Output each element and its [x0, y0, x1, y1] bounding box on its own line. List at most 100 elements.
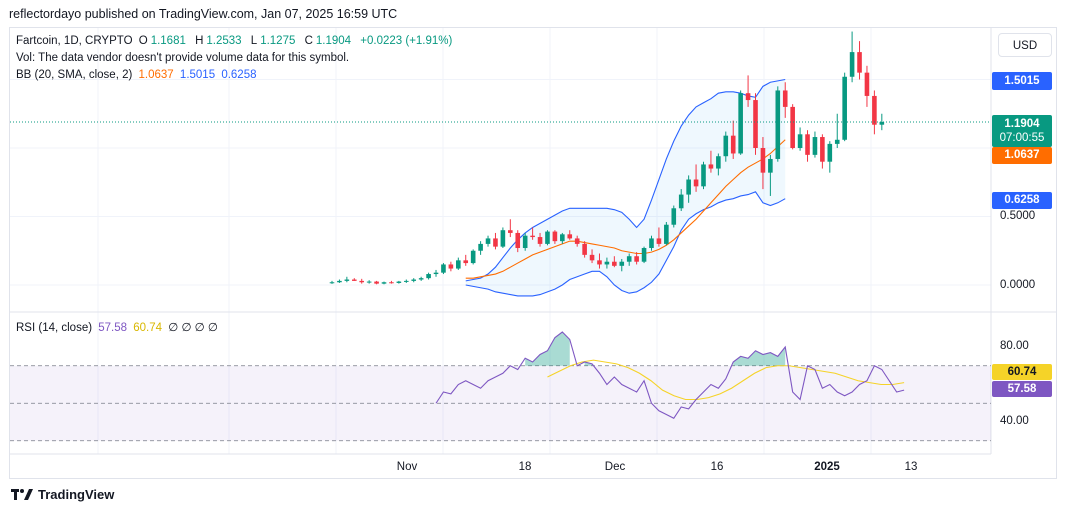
candle [433, 269, 439, 277]
candle-body [337, 280, 342, 283]
legend-open: O 1.1681 [138, 35, 186, 47]
candle [411, 278, 417, 283]
candle-body [567, 234, 573, 239]
candle [597, 253, 602, 269]
candle-body [381, 282, 387, 284]
candle [708, 150, 714, 173]
candle [537, 232, 543, 247]
candle-body [686, 179, 691, 195]
candle-body [797, 134, 803, 148]
candle-body [879, 121, 885, 125]
candle [418, 276, 424, 281]
bb-label: BB (20, SMA, close, 2) [16, 69, 133, 81]
candle [612, 256, 617, 268]
x-tick-label: 16 [711, 461, 724, 473]
rsi-ma-badge: 60.74 [992, 364, 1052, 380]
candle-body [589, 254, 595, 261]
candle-body [760, 148, 766, 173]
candle [671, 205, 677, 228]
legend-low: L 1.1275 [250, 35, 296, 47]
candle-body [723, 135, 729, 157]
candle [530, 227, 535, 240]
basis-badge: 1.0637 [992, 147, 1052, 164]
candle [686, 175, 691, 203]
candle-body [634, 256, 639, 262]
bollinger-lower-line [465, 191, 786, 297]
candle [678, 189, 684, 212]
legend-symbol: Fartcoin, 1D, CRYPTO [16, 35, 133, 47]
candle [574, 235, 580, 247]
tradingview-logo[interactable]: TradingView [11, 487, 114, 502]
candle-body [485, 238, 491, 244]
bollinger-fill [465, 79, 786, 296]
candle-body [404, 280, 409, 282]
candle-body [626, 256, 632, 262]
candle-body [478, 243, 483, 251]
x-axis: Nov 18 Dec 16 2025 13 [397, 461, 918, 473]
candle [366, 280, 372, 284]
legend-high: H 1.2533 [195, 35, 242, 47]
candlesticks [10, 31, 991, 285]
bollinger-basis-line [465, 139, 786, 279]
candle [730, 120, 736, 159]
candle [716, 153, 721, 176]
candle-body [768, 158, 773, 173]
candle [738, 90, 743, 155]
bb-upper-value: 1.5015 [179, 69, 216, 81]
candle [790, 104, 795, 150]
candle-body [820, 137, 825, 162]
x-tick-label: 13 [905, 461, 918, 473]
candle-body [560, 234, 565, 242]
legend-rsi: RSI (14, close) 57.58 60.74 ∅ ∅ ∅ ∅ [16, 320, 221, 334]
candle [797, 127, 803, 151]
candle-body [537, 237, 543, 244]
candle-body [411, 279, 417, 281]
candle [374, 280, 379, 285]
bb-basis-value: 1.0637 [138, 69, 174, 81]
candle [872, 90, 877, 135]
candle [760, 137, 766, 190]
candle [812, 131, 818, 158]
candle [389, 280, 394, 284]
candle [337, 279, 342, 283]
candle-body [604, 261, 610, 265]
candle-body [656, 238, 662, 244]
rsi-overbought-fill [525, 332, 570, 366]
candle-body [641, 248, 647, 262]
rsi-tick-label: 40.00 [1000, 415, 1029, 427]
legend-bollinger: BB (20, SMA, close, 2) 1.0637 1.5015 0.6… [16, 69, 260, 81]
legend-close: C 1.1904 [304, 35, 352, 47]
candle-body [872, 95, 877, 125]
currency-selector[interactable]: USD [998, 33, 1052, 57]
candle [329, 280, 335, 284]
legend-volume-note: Vol: The data vendor doesn't provide vol… [16, 52, 350, 64]
bar-countdown: 07:00:55 [999, 132, 1045, 144]
candle-body [834, 139, 840, 144]
candle-body [426, 274, 431, 279]
candle-body [530, 235, 535, 238]
candle [701, 161, 706, 190]
last-price: 1.1904 [1004, 118, 1040, 130]
candle-body [775, 90, 781, 159]
candle-body [708, 164, 714, 169]
candle [478, 241, 483, 255]
candle [649, 235, 654, 251]
candle [522, 232, 528, 251]
candle [745, 75, 751, 107]
candle-body [574, 238, 580, 244]
rsi-tick-label: 80.00 [1000, 340, 1029, 352]
tradingview-brand: TradingView [38, 487, 115, 502]
candle-body [344, 279, 350, 281]
last-price-badge: 1.1904 07:00:55 [992, 115, 1052, 147]
candle [381, 281, 387, 285]
candle [351, 278, 357, 281]
candle [426, 272, 431, 280]
legend-change: +0.0223 (+1.91%) [360, 35, 453, 47]
candle [879, 113, 885, 131]
candle-body [730, 135, 736, 154]
rsi-ma-value: 60.74 [133, 322, 163, 334]
candle-body [366, 281, 372, 283]
candle [820, 134, 825, 169]
candle [396, 280, 402, 284]
